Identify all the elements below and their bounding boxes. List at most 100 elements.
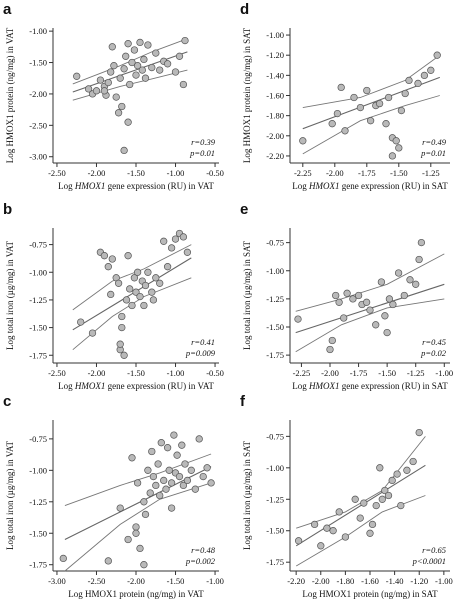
panel-letter: d	[240, 1, 249, 18]
data-point	[156, 491, 164, 500]
data-point	[377, 278, 386, 286]
y-axis-label: Log total iron (µg/mg) in VAT	[5, 240, 15, 350]
y-tick-label: -0.75	[266, 431, 284, 441]
data-point	[140, 561, 148, 569]
data-point	[433, 51, 441, 59]
y-tick-label: -1.80	[266, 111, 284, 121]
x-axis-label: Log HMOX1 gene expression (RU) in SAT	[292, 181, 448, 191]
data-point	[394, 269, 403, 277]
x-tick-label: -1.50	[127, 368, 145, 378]
stat-p: p=0.01	[189, 148, 215, 158]
data-point	[393, 470, 401, 478]
data-point	[366, 529, 374, 537]
x-tick-label: -3.00	[48, 576, 66, 586]
stat-r: r=0.48	[191, 545, 216, 555]
y-tick-label: -1.40	[266, 70, 284, 80]
data-point	[107, 290, 115, 299]
x-tick-label: -2.00	[321, 368, 339, 378]
x-tick-label: -0.50	[206, 368, 224, 378]
data-point	[384, 491, 393, 500]
data-point	[381, 486, 389, 495]
data-point	[120, 351, 128, 359]
x-tick-label: -1.50	[167, 576, 185, 586]
data-point	[132, 529, 140, 537]
x-tick-label: -0.50	[206, 168, 224, 178]
data-point	[405, 76, 413, 85]
x-tick-label: -1.00	[435, 368, 453, 378]
y-tick-label: -1.25	[266, 494, 284, 504]
data-point	[156, 66, 164, 74]
data-point	[167, 244, 176, 252]
data-point	[100, 87, 109, 95]
y-tick-label: -1.50	[29, 528, 47, 538]
data-point	[140, 55, 148, 64]
data-point	[118, 323, 126, 332]
data-point	[171, 235, 180, 243]
data-point	[395, 144, 403, 152]
x-tick-label: -2.20	[287, 576, 305, 586]
data-point	[299, 137, 307, 145]
x-tick-label: -2.25	[293, 368, 311, 378]
panel-letter: e	[240, 201, 248, 218]
y-axis-label: Log HMOX1 protein (ng/mg) in SAT	[242, 27, 252, 163]
y-tick-label: -1.50	[29, 58, 47, 68]
data-point	[130, 46, 139, 54]
data-point	[187, 466, 195, 474]
data-point	[381, 312, 389, 320]
data-point	[132, 71, 140, 79]
data-point	[351, 495, 359, 503]
data-point	[110, 62, 118, 70]
data-point	[199, 472, 207, 481]
data-point	[157, 439, 165, 447]
data-point	[376, 464, 384, 472]
data-point	[146, 489, 154, 497]
x-tick-label: -1.75	[350, 368, 368, 378]
ci-upper-line	[296, 436, 426, 529]
data-point	[126, 285, 134, 293]
y-tick-label: -1.50	[266, 526, 284, 536]
data-point	[366, 306, 374, 314]
data-point	[383, 328, 391, 337]
x-tick-label: -2.00	[326, 168, 344, 178]
data-point	[122, 52, 130, 60]
panel-letter: a	[3, 1, 12, 18]
stat-p: p<0.0001	[412, 556, 446, 566]
data-point	[170, 431, 178, 439]
panel-b: b -1.75 -1.50 -1.25 -1.00 -0.75 -2.50 -2.00 -1.5…	[3, 201, 224, 391]
data-point	[148, 447, 156, 456]
x-tick-label: -1.25	[407, 368, 425, 378]
data-point	[122, 296, 131, 304]
data-point	[124, 535, 132, 544]
data-point	[388, 476, 396, 485]
data-point	[118, 102, 126, 111]
x-tick-label: -1.00	[435, 576, 453, 586]
panel-letter: f	[240, 393, 246, 410]
data-point	[162, 485, 170, 493]
stat-p: p=0.01	[420, 148, 446, 158]
data-point	[389, 300, 397, 309]
ci-lower-line	[295, 298, 445, 353]
x-tick-label: -1.00	[167, 168, 185, 178]
data-point	[128, 454, 136, 462]
data-point	[326, 345, 334, 354]
data-point	[427, 66, 435, 74]
y-tick-label: -1.00	[266, 463, 284, 473]
x-tick-label: -2.00	[88, 368, 106, 378]
data-point	[409, 457, 417, 466]
data-point	[92, 87, 101, 95]
y-tick-label: -1.00	[266, 266, 284, 276]
data-point	[136, 544, 144, 553]
data-point	[132, 523, 140, 531]
data-point	[332, 291, 340, 300]
data-point	[141, 74, 150, 82]
data-point	[104, 557, 112, 565]
y-tick-label: -2.00	[29, 89, 47, 99]
ci-lower-line	[64, 482, 212, 572]
x-tick-label: -2.25	[294, 168, 312, 178]
data-point	[138, 66, 146, 74]
data-point	[126, 80, 134, 89]
data-point	[323, 524, 331, 532]
y-tick-label: -1.25	[266, 294, 284, 304]
data-point	[406, 276, 414, 284]
ci-upper-line	[295, 253, 445, 312]
